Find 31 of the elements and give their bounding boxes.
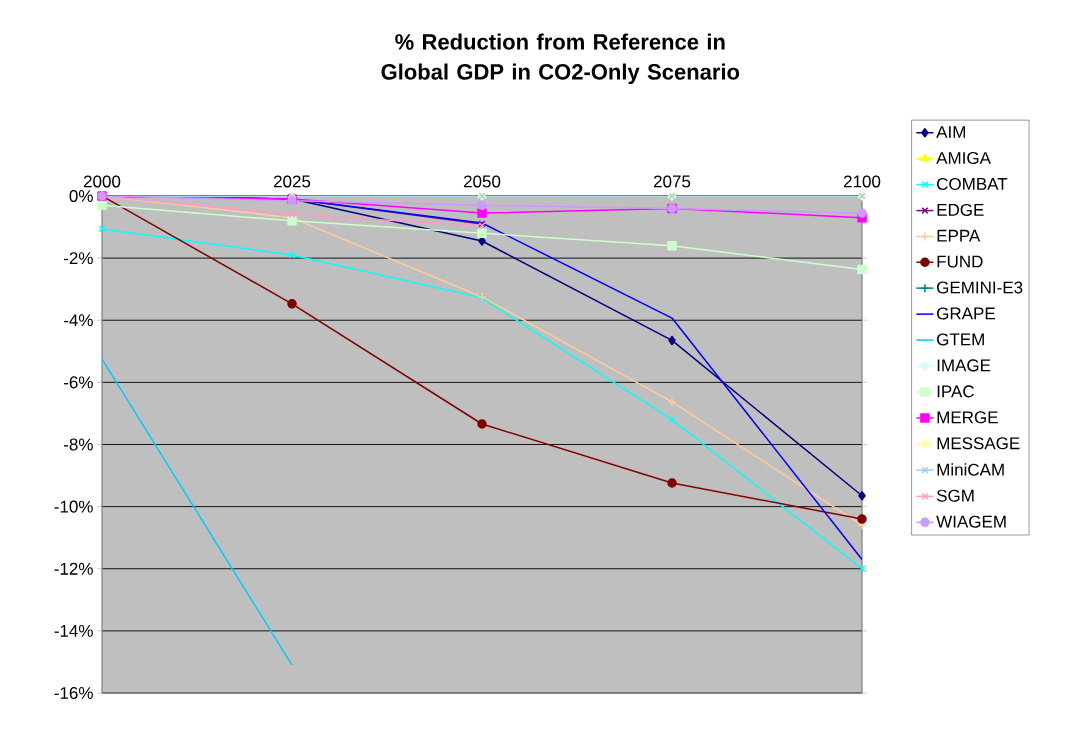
y-tick-label: -16% — [54, 686, 93, 700]
legend-label: IPAC — [937, 385, 974, 398]
x-tick-label: 2075 — [653, 175, 691, 188]
chart-title: % Reduction from Reference in Global GDP in CO2-Only Scenario — [381, 33, 740, 85]
legend-label: EPPA — [937, 229, 981, 242]
legend-label: GTEM — [937, 333, 984, 346]
y-tick-label: -10% — [54, 500, 93, 513]
legend-label: IMAGE — [937, 359, 991, 372]
y-tick-label: -4% — [63, 314, 93, 327]
legend-label: SGM — [936, 489, 974, 502]
legend-label: MiniCAM — [937, 463, 1004, 476]
legend-label: COMBAT — [937, 177, 1008, 190]
x-tick-label: 2100 — [843, 175, 881, 188]
legend-label: GEMINI-E3 — [937, 281, 1023, 294]
x-tick-label: 2050 — [463, 175, 501, 188]
y-tick-label: -14% — [54, 624, 93, 637]
legend-label: GRAPE — [937, 307, 995, 320]
legend-label: EDGE — [937, 203, 984, 216]
legend-label: WIAGEM — [936, 515, 1006, 528]
legend-label: FUND — [937, 255, 983, 268]
legend-label: MERGE — [937, 411, 998, 424]
y-tick-label: -12% — [54, 562, 93, 575]
y-tick-label: -6% — [63, 376, 93, 389]
y-tick-label: -2% — [63, 252, 93, 265]
y-tick-label: 0% — [69, 189, 93, 203]
legend-label: AMIGA — [936, 151, 991, 164]
legend-label: AIM — [936, 126, 966, 138]
x-tick-label: 2000 — [83, 175, 121, 188]
legend-label: MESSAGE — [937, 437, 1020, 450]
y-tick-label: -8% — [63, 438, 93, 451]
x-tick-label: 2025 — [273, 175, 311, 188]
